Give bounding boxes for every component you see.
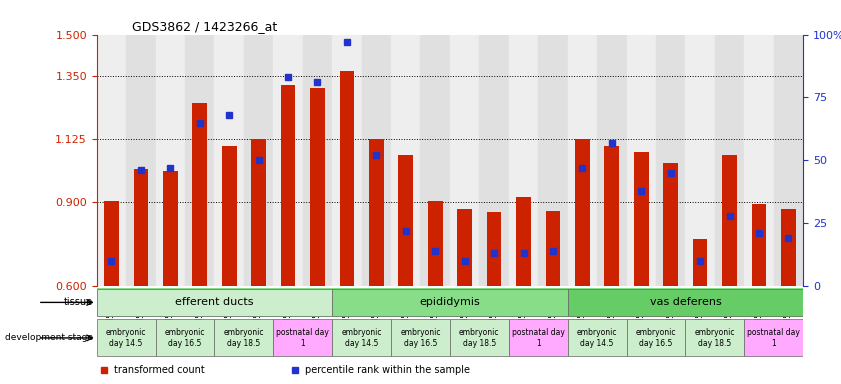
- Bar: [134, 169, 148, 286]
- Text: embryonic
day 16.5: embryonic day 16.5: [165, 328, 205, 348]
- Bar: [664, 163, 678, 286]
- Bar: [97, 319, 156, 356]
- Bar: [509, 35, 538, 286]
- Bar: [605, 146, 619, 286]
- Bar: [487, 212, 501, 286]
- Bar: [744, 319, 803, 356]
- Text: embryonic
day 18.5: embryonic day 18.5: [224, 328, 264, 348]
- Bar: [126, 35, 156, 286]
- Bar: [685, 319, 744, 356]
- Bar: [214, 319, 273, 356]
- Bar: [97, 35, 126, 286]
- Bar: [450, 35, 479, 286]
- Bar: [399, 155, 413, 286]
- Bar: [104, 201, 119, 286]
- Bar: [634, 152, 648, 286]
- Text: efferent ducts: efferent ducts: [175, 297, 254, 308]
- Text: embryonic
day 14.5: embryonic day 14.5: [106, 328, 146, 348]
- Text: embryonic
day 18.5: embryonic day 18.5: [459, 328, 500, 348]
- Bar: [281, 85, 295, 286]
- Bar: [273, 35, 303, 286]
- Bar: [538, 35, 568, 286]
- Bar: [156, 319, 214, 356]
- Text: GDS3862 / 1423266_at: GDS3862 / 1423266_at: [132, 20, 278, 33]
- Bar: [193, 103, 207, 286]
- Bar: [156, 35, 185, 286]
- Bar: [244, 35, 273, 286]
- Bar: [273, 319, 332, 356]
- Text: epididymis: epididymis: [420, 297, 480, 308]
- Bar: [163, 172, 177, 286]
- Text: transformed count: transformed count: [114, 364, 205, 375]
- Bar: [391, 35, 420, 286]
- Text: percentile rank within the sample: percentile rank within the sample: [305, 364, 470, 375]
- Bar: [693, 238, 707, 286]
- Bar: [185, 35, 214, 286]
- Bar: [303, 35, 332, 286]
- Bar: [310, 88, 325, 286]
- Bar: [214, 35, 244, 286]
- Text: tissue: tissue: [63, 297, 93, 308]
- Text: embryonic
day 14.5: embryonic day 14.5: [341, 328, 382, 348]
- Bar: [332, 289, 568, 316]
- Bar: [458, 209, 472, 286]
- Bar: [744, 35, 774, 286]
- Text: development stage: development stage: [4, 333, 93, 343]
- Bar: [575, 139, 590, 286]
- Text: embryonic
day 18.5: embryonic day 18.5: [695, 328, 735, 348]
- Bar: [516, 197, 531, 286]
- Bar: [222, 146, 236, 286]
- Bar: [428, 201, 442, 286]
- Bar: [685, 35, 715, 286]
- Bar: [656, 35, 685, 286]
- Bar: [340, 71, 354, 286]
- Bar: [546, 211, 560, 286]
- Bar: [568, 319, 627, 356]
- Bar: [627, 35, 656, 286]
- Bar: [251, 139, 266, 286]
- Bar: [568, 289, 803, 316]
- Text: vas deferens: vas deferens: [649, 297, 722, 308]
- Text: postnatal day
1: postnatal day 1: [512, 328, 564, 348]
- Text: embryonic
day 14.5: embryonic day 14.5: [577, 328, 617, 348]
- Bar: [774, 35, 803, 286]
- Bar: [362, 35, 391, 286]
- Bar: [450, 319, 509, 356]
- Bar: [420, 35, 450, 286]
- Bar: [597, 35, 627, 286]
- Bar: [627, 319, 685, 356]
- Bar: [97, 289, 332, 316]
- Bar: [509, 319, 568, 356]
- Text: postnatal day
1: postnatal day 1: [748, 328, 800, 348]
- Text: embryonic
day 16.5: embryonic day 16.5: [400, 328, 441, 348]
- Bar: [715, 35, 744, 286]
- Bar: [568, 35, 597, 286]
- Bar: [781, 209, 796, 286]
- Text: embryonic
day 16.5: embryonic day 16.5: [636, 328, 676, 348]
- Text: postnatal day
1: postnatal day 1: [277, 328, 329, 348]
- Bar: [332, 35, 362, 286]
- Bar: [369, 139, 383, 286]
- Bar: [479, 35, 509, 286]
- Bar: [752, 204, 766, 286]
- Bar: [722, 155, 737, 286]
- Bar: [391, 319, 450, 356]
- Bar: [332, 319, 391, 356]
